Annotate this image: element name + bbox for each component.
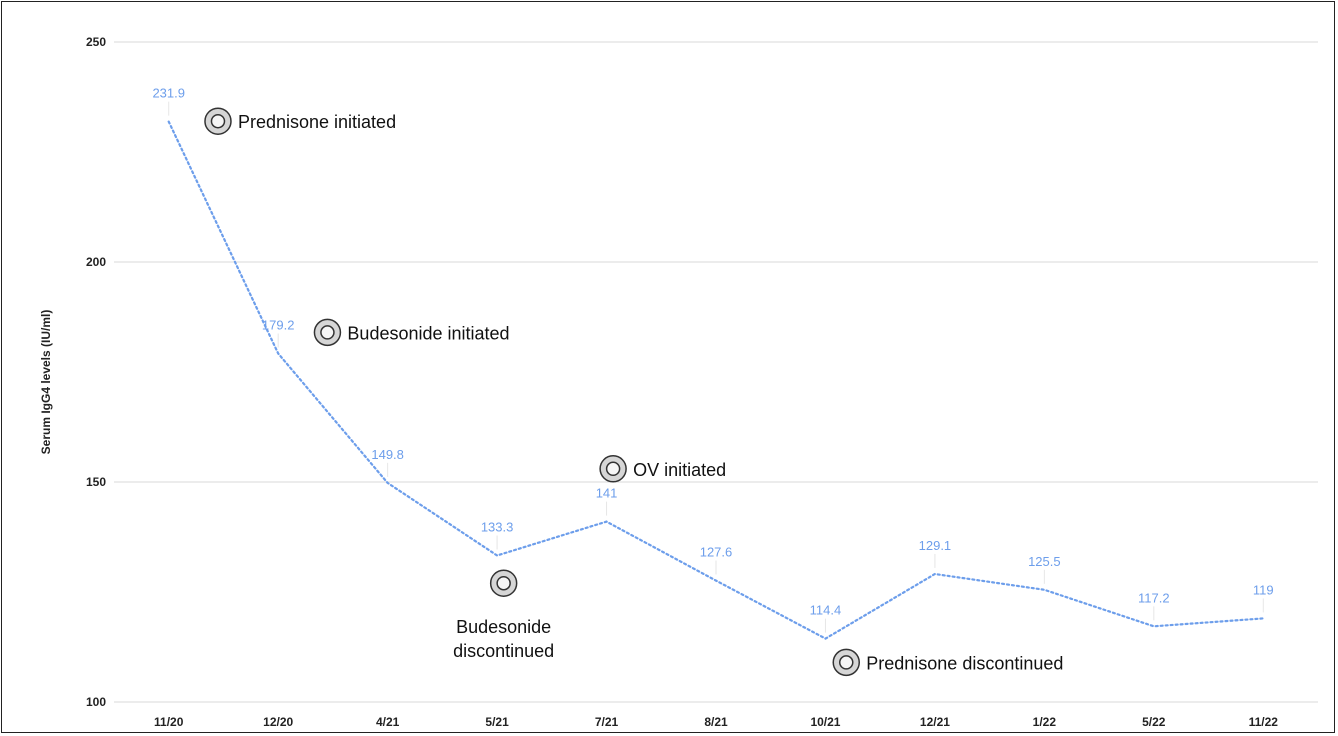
target-icon-inner (605, 461, 621, 477)
annotation-label: Prednisone discontinued (866, 653, 1063, 673)
series-line (167, 120, 1265, 640)
x-tick-label: 11/22 (1249, 715, 1279, 729)
y-axis-ticks: 100 150 200 250 (86, 35, 106, 709)
y-tick-label: 200 (86, 255, 106, 269)
x-axis-ticks: 11/20 12/20 4/21 5/21 7/21 8/21 10/21 12/21 1/22… (154, 715, 1278, 729)
target-icon-inner (210, 113, 226, 129)
y-axis-label: Serum IgG4 levels (IU/ml) (39, 310, 53, 455)
data-label: 117.2 (1138, 590, 1170, 605)
series-lines (167, 120, 1265, 640)
target-icon-inner (320, 325, 335, 340)
target-icon (489, 569, 518, 597)
target-icon (313, 318, 342, 347)
target-icon-inner (839, 655, 854, 670)
data-label: 149.8 (371, 447, 404, 462)
target-icon-inner (496, 575, 511, 591)
x-tick-label: 4/21 (376, 715, 400, 729)
data-labels: 231.9 179.2 149.8 133.3 141 127.6 114.4 129.1 12… (152, 86, 1273, 618)
x-tick-label: 10/21 (810, 715, 840, 729)
annotation-label: Budesonide (456, 617, 551, 637)
data-label: 231.9 (152, 86, 185, 101)
y-tick-label: 250 (86, 35, 106, 49)
annotation-label: discontinued (453, 641, 554, 661)
annotation: Prednisone discontinued (832, 648, 1063, 677)
annotation: OV initiated (599, 455, 726, 483)
x-tick-label: 1/22 (1033, 715, 1057, 729)
annotations: Prednisone initiated Budesonide initiated… (204, 107, 1063, 677)
y-tick-label: 150 (86, 475, 106, 489)
x-tick-label: 8/21 (704, 715, 728, 729)
data-label: 141 (596, 486, 618, 501)
x-tick-label: 5/21 (485, 715, 509, 729)
annotation: Budesonide discontinued (453, 569, 554, 661)
data-label: 129.1 (919, 538, 952, 553)
annotation-label: Prednisone initiated (238, 112, 396, 132)
x-tick-label: 7/21 (595, 715, 619, 729)
x-tick-label: 5/22 (1142, 715, 1166, 729)
x-tick-label: 12/20 (263, 715, 293, 729)
annotation-label: Budesonide initiated (347, 323, 509, 343)
y-tick-label: 100 (86, 695, 106, 709)
annotation-label: OV initiated (633, 460, 726, 480)
x-tick-label: 12/21 (920, 715, 950, 729)
data-label: 133.3 (481, 519, 514, 534)
data-label: 125.5 (1028, 554, 1061, 569)
data-label-leaders (168, 101, 1264, 633)
data-label: 114.4 (810, 603, 842, 618)
grid-lines (114, 41, 1318, 703)
data-label: 127.6 (700, 545, 733, 560)
data-label: 179.2 (262, 318, 295, 333)
target-icon (832, 648, 861, 677)
target-icon (599, 455, 627, 483)
annotation: Prednisone initiated (204, 107, 396, 135)
data-label: 119 (1253, 582, 1274, 597)
target-icon (204, 107, 232, 135)
x-tick-label: 11/20 (154, 715, 184, 729)
annotation: Budesonide initiated (313, 318, 510, 347)
